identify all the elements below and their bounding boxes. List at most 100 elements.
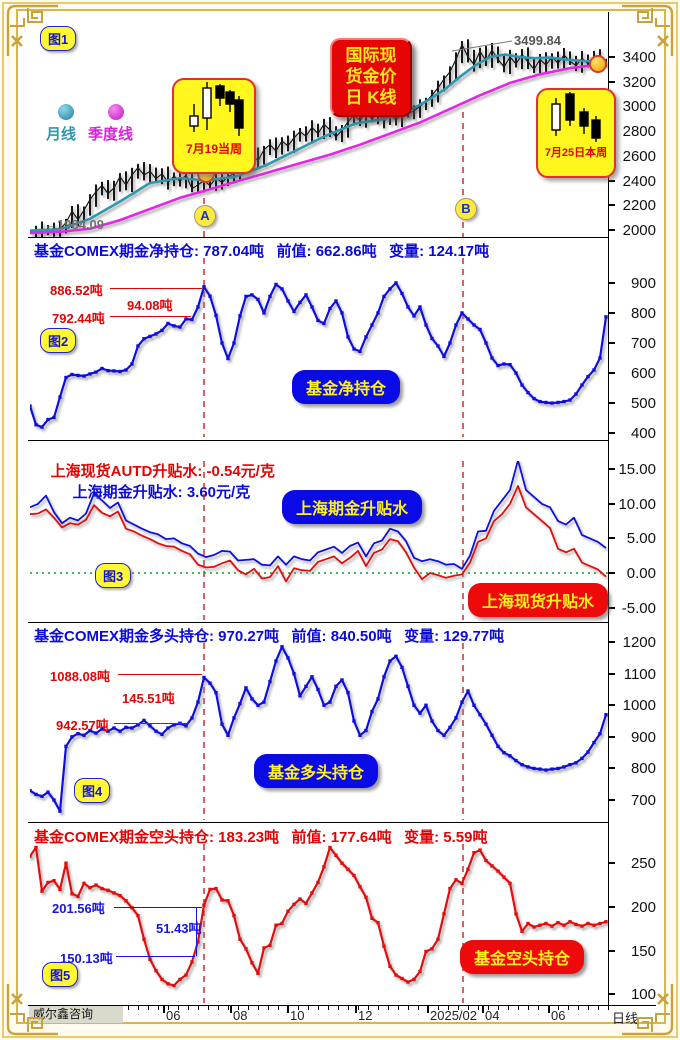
title-line: 国际现 — [345, 46, 397, 65]
y-tick-label: 3200 — [622, 73, 656, 91]
y-tick — [608, 672, 615, 675]
y-tick-label: 1200 — [622, 634, 656, 652]
watermark: 威尔鑫咨询 — [29, 1006, 123, 1023]
y-tick-label: 3000 — [622, 98, 656, 116]
y-tick — [608, 537, 615, 540]
spot-premium-pill: 上海现货升贴水 — [468, 583, 609, 617]
y-tick-label: 200 — [630, 898, 656, 916]
panel-separator — [28, 822, 609, 823]
x-axis-minor-ticks — [118, 1005, 610, 1010]
x-tick — [355, 1005, 357, 1013]
peak-price-label: 3499.84 — [514, 33, 561, 48]
callout-week-jul25: 7月25日本周 — [536, 88, 616, 178]
annotation-high: 886.52吨 — [50, 283, 103, 298]
y-tick — [608, 228, 615, 231]
title-line: 货金价 — [345, 67, 397, 86]
y-tick — [608, 571, 615, 574]
callout-week-jul19: 7月19当周 — [172, 78, 256, 174]
y-tick — [608, 704, 615, 707]
panel-separator — [28, 440, 609, 441]
panel3-header-spot: 上海现货AUTD升贴水: -0.54元/克 — [50, 463, 275, 480]
x-tick — [230, 1005, 232, 1013]
corner-ornament-icon — [622, 984, 674, 1036]
y-tick — [608, 311, 615, 314]
x-tick-label: 2025/02 — [430, 1008, 477, 1023]
chart-panel-long — [30, 643, 608, 820]
panel4-header: 基金COMEX期金多头持仓: 970.27吨 前值: 840.50吨 变量: 1… — [34, 628, 505, 645]
y-tick — [608, 799, 615, 802]
y-tick-label: 600 — [630, 365, 656, 383]
y-tick-label: 800 — [630, 304, 656, 322]
y-tick — [608, 905, 615, 908]
y-tick — [608, 735, 615, 738]
annotation-line — [116, 956, 195, 957]
y-tick-label: 1000 — [622, 697, 656, 715]
monthly-line-legend-icon — [58, 104, 74, 120]
panel3-header-futures: 上海期金升贴水: 3.60元/克 — [72, 484, 251, 501]
short-position-pill: 基金空头持仓 — [460, 940, 585, 974]
quarterly-line-legend-icon — [108, 104, 124, 120]
y-tick — [608, 767, 615, 770]
annotation-low: 792.44吨 — [52, 311, 105, 326]
panel2-header: 基金COMEX期金净持仓: 787.04吨 前值: 662.86吨 变量: 12… — [34, 243, 490, 260]
x-tick-label: 06 — [551, 1008, 566, 1023]
y-axis-line — [608, 12, 609, 1005]
y-tick — [608, 204, 615, 207]
monthly-line-legend-label: 月线 — [46, 126, 77, 143]
x-tick-label: 10 — [290, 1008, 305, 1023]
peak-pointer-line — [452, 40, 513, 52]
y-tick-label: 2000 — [622, 221, 656, 239]
x-tick-label: 12 — [358, 1008, 373, 1023]
start-price-label: ←1984.09 — [44, 217, 104, 232]
y-tick-label: 900 — [630, 274, 656, 292]
figure-2-badge: 图2 — [40, 328, 77, 353]
chart-panel-net — [30, 258, 608, 437]
y-tick — [608, 468, 615, 471]
panel-separator — [28, 237, 609, 238]
ref-marker-b: B — [455, 198, 477, 220]
y-tick-label: -5.00 — [621, 599, 656, 617]
y-tick — [608, 402, 615, 405]
y-tick-label: 400 — [630, 425, 656, 443]
y-tick — [608, 862, 615, 865]
y-tick — [608, 281, 615, 284]
title-line: 日 K线 — [345, 88, 397, 107]
annotation-high: 201.56吨 — [52, 901, 105, 916]
y-tick-label: 3400 — [622, 48, 656, 66]
y-tick — [608, 641, 615, 644]
y-tick — [608, 606, 615, 609]
corner-ornament-icon — [622, 4, 674, 56]
x-tick-label: 08 — [233, 1008, 248, 1023]
y-tick-label: 700 — [630, 334, 656, 352]
y-tick — [608, 372, 615, 375]
y-tick — [608, 993, 615, 996]
annotation-line — [118, 674, 202, 675]
y-tick — [608, 55, 615, 58]
x-tick — [163, 1005, 165, 1013]
callout-caption: 7月25日本周 — [544, 147, 608, 159]
y-tick-label: 700 — [630, 792, 656, 810]
annotation-line — [114, 907, 202, 908]
y-tick-label: 2800 — [622, 123, 656, 141]
annotation-line — [110, 316, 191, 317]
net-position-pill: 基金净持仓 — [292, 370, 401, 404]
chart-panel-gold — [30, 39, 607, 237]
panel3-header: 上海现货AUTD升贴水: -0.54元/克 上海期金升贴水: 3.60元/克 — [34, 443, 275, 519]
y-tick-label: 1100 — [623, 665, 656, 683]
y-tick-label: 800 — [630, 760, 656, 778]
chart-title-badge: 国际现 货金价 日 K线 — [330, 38, 412, 117]
panel5-header: 基金COMEX期金空头持仓: 183.23吨 前值: 177.64吨 变量: 5… — [34, 829, 488, 846]
y-tick — [608, 502, 615, 505]
callout-caption: 7月19当周 — [185, 142, 243, 156]
chart-panel-short — [30, 844, 608, 1003]
y-tick — [608, 80, 615, 83]
x-tick — [427, 1005, 429, 1013]
futures-premium-pill: 上海期金升贴水 — [282, 490, 423, 524]
y-tick-label: 500 — [630, 395, 656, 413]
annotation-low: 942.57吨 — [56, 718, 109, 733]
candlestick-sketch-icon — [551, 92, 601, 142]
long-position-pill: 基金多头持仓 — [254, 754, 379, 788]
annotation-line — [114, 723, 188, 724]
y-tick-label: 2200 — [622, 197, 656, 215]
corner-ornament-icon — [6, 4, 58, 56]
